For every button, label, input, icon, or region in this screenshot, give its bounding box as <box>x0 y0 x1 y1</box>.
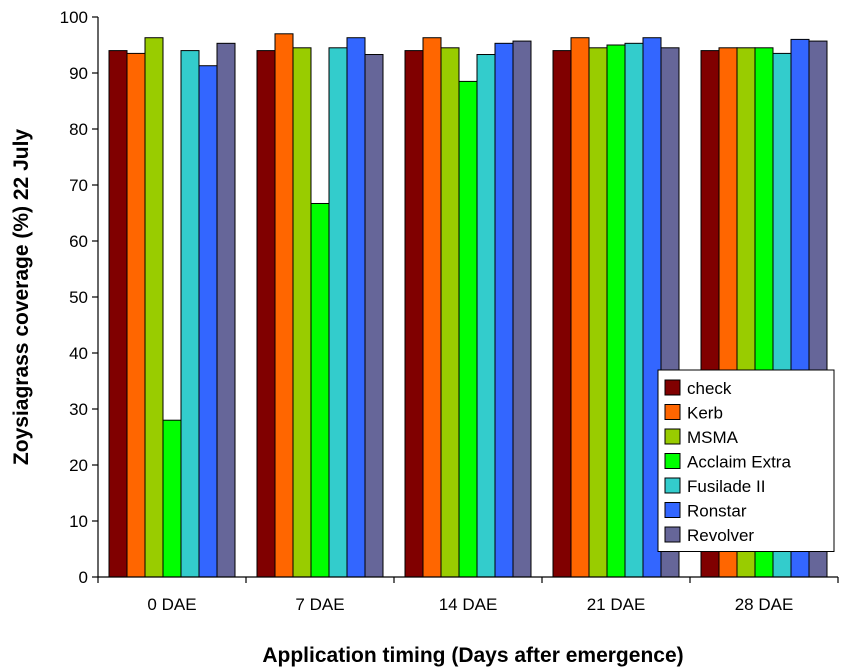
y-tick-label: 40 <box>69 344 88 363</box>
bar-check <box>108 50 128 578</box>
y-tick-label: 10 <box>69 512 88 531</box>
legend-label: Ronstar <box>687 502 747 521</box>
y-tick-label: 90 <box>69 64 88 83</box>
legend-swatch <box>664 428 681 445</box>
legend-swatch <box>664 477 681 494</box>
bar-acclaim-extra <box>458 80 478 578</box>
x-tick-label: 21 DAE <box>587 595 646 614</box>
x-tick-label: 0 DAE <box>147 595 196 614</box>
legend-box <box>657 369 835 552</box>
y-axis-ticks: 0 10 20 30 40 50 60 70 80 90 100 <box>60 8 98 587</box>
bar-acclaim-extra <box>162 419 182 578</box>
bar-ronstar <box>346 37 366 578</box>
bar-fusilade-ii <box>476 54 496 578</box>
legend-swatch <box>664 404 681 420</box>
legend-label: Fusilade II <box>687 477 765 496</box>
legend-swatch <box>664 526 681 543</box>
bar-msma <box>440 47 460 578</box>
y-tick-label: 50 <box>69 288 88 307</box>
y-tick-label: 60 <box>69 232 88 251</box>
bar-fusilade-ii <box>328 47 348 578</box>
legend: check Kerb MSMA Acclaim Extra Fusilade II Ron… <box>657 369 835 552</box>
bar-ronstar <box>198 65 218 578</box>
bar-kerb <box>126 52 146 578</box>
x-axis-title: Application timing (Days after emergence… <box>262 644 683 667</box>
bar-msma <box>292 47 312 578</box>
legend-swatch <box>664 379 681 396</box>
bar-fusilade-ii <box>180 50 200 578</box>
legend-label: Acclaim Extra <box>687 453 791 472</box>
bar-kerb <box>422 37 442 578</box>
y-tick-label: 20 <box>69 456 88 475</box>
bar-fusilade-ii <box>624 42 644 578</box>
legend-label: Revolver <box>687 526 754 545</box>
y-tick-label: 0 <box>79 568 88 587</box>
bar-revolver <box>216 42 236 578</box>
bar-check <box>404 50 424 578</box>
x-tick-label: 28 DAE <box>735 595 794 614</box>
y-tick-label: 30 <box>69 400 88 419</box>
bar-ronstar <box>494 42 514 578</box>
x-tick-label: 14 DAE <box>439 595 498 614</box>
bar-msma <box>144 37 164 578</box>
bar-kerb <box>570 37 590 578</box>
bar-acclaim-extra <box>606 44 626 578</box>
bar-check <box>552 50 572 578</box>
bar-kerb <box>274 33 294 578</box>
y-tick-label: 80 <box>69 120 88 139</box>
bar-msma <box>588 47 608 578</box>
x-tick-label: 7 DAE <box>295 595 344 614</box>
legend-swatch <box>664 453 681 469</box>
bar-revolver <box>364 54 384 578</box>
legend-label: Kerb <box>687 404 723 423</box>
bar-check <box>256 50 276 578</box>
bar-acclaim-extra <box>310 202 330 578</box>
legend-swatch <box>664 502 681 518</box>
y-tick-label: 70 <box>69 176 88 195</box>
y-axis-title: Zoysiagrass coverage (%) 22 July <box>10 129 33 465</box>
legend-label: check <box>687 379 732 398</box>
y-tick-label: 100 <box>60 8 88 27</box>
bar-revolver <box>512 40 532 578</box>
legend-label: MSMA <box>687 428 739 447</box>
x-axis-ticks: 0 DAE 7 DAE 14 DAE 21 DAE 28 DAE <box>97 577 839 614</box>
